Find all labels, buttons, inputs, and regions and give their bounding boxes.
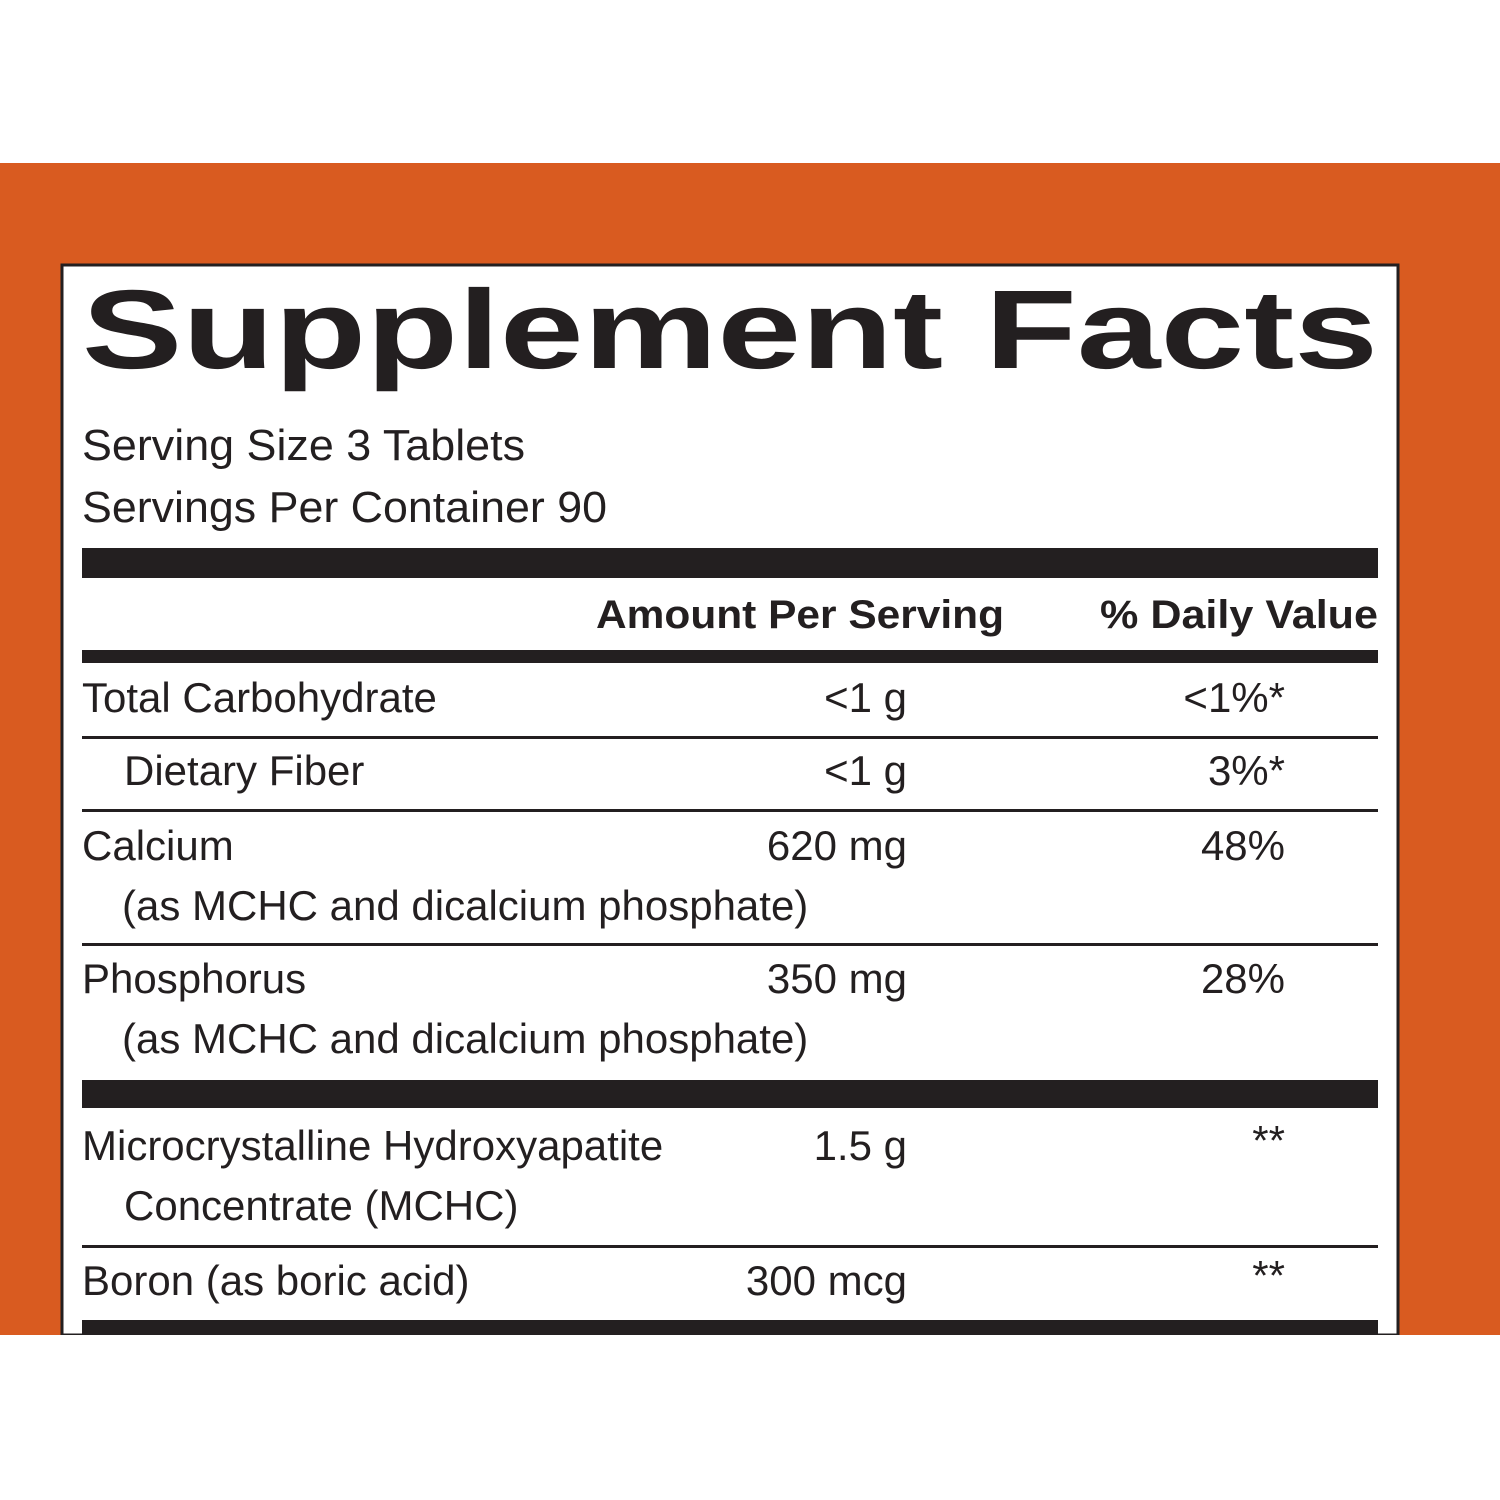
column-header: % Daily Value [1100,593,1378,637]
nutrient-name: Microcrystalline Hydroxyapatite [82,1122,663,1169]
amount: <1 g [824,674,907,721]
column-header: Amount Per Serving [596,593,1004,637]
daily-value: 48% [1201,822,1285,869]
daily-value: <1%* [1183,674,1285,721]
thin-rule [82,736,1378,739]
thin-rule [82,943,1378,946]
table-rows: Total Carbohydrate <1 g <1%* Dietary Fiber <… [82,674,1285,1304]
daily-value: 3%* [1208,747,1285,794]
amount: 350 mg [767,955,907,1002]
nutrient-name: Total Carbohydrate [82,674,437,721]
daily-value: 28% [1201,955,1285,1002]
bottom-area [0,1335,1500,1500]
amount: 300 mcg [746,1257,907,1304]
facts-panel [60,263,1400,1337]
title: Supplement Facts [82,267,1378,392]
amount: <1 g [824,747,907,794]
thin-rule [82,1245,1378,1248]
daily-value: ** [1252,1252,1285,1299]
thick-rule [82,1080,1378,1108]
nutrient-detail: (as MCHC and dicalcium phosphate) [122,1015,808,1062]
amount: 1.5 g [814,1122,907,1169]
nutrient-name: Calcium [82,822,234,869]
daily-value: ** [1252,1117,1285,1164]
thick-rule [82,548,1378,578]
nutrient-name: Boron (as boric acid) [82,1257,470,1304]
amount: 620 mg [767,822,907,869]
serving-size: Serving Size 3 Tablets [82,421,525,470]
nutrient-detail: Concentrate (MCHC) [124,1182,518,1229]
thin-rule [82,809,1378,812]
servings-per-container: Servings Per Container 90 [82,483,607,532]
medium-rule [82,650,1378,663]
nutrient-name: Phosphorus [82,955,306,1002]
thick-rule [82,1320,1378,1335]
nutrient-detail: (as MCHC and dicalcium phosphate) [122,882,808,929]
nutrient-name: Dietary Fiber [124,747,364,794]
